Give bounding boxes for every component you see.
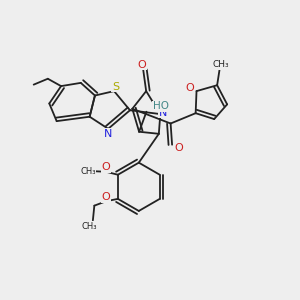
Text: O: O bbox=[186, 83, 194, 93]
Text: O: O bbox=[137, 60, 146, 70]
Text: N: N bbox=[158, 108, 167, 118]
Text: N: N bbox=[103, 129, 112, 139]
Text: O: O bbox=[102, 162, 110, 172]
Text: CH₃: CH₃ bbox=[80, 167, 96, 176]
Text: HO: HO bbox=[153, 101, 169, 111]
Text: O: O bbox=[174, 142, 183, 153]
Text: S: S bbox=[112, 82, 119, 92]
Text: CH₃: CH₃ bbox=[82, 222, 97, 231]
Text: CH₃: CH₃ bbox=[213, 60, 229, 69]
Text: O: O bbox=[102, 192, 110, 202]
